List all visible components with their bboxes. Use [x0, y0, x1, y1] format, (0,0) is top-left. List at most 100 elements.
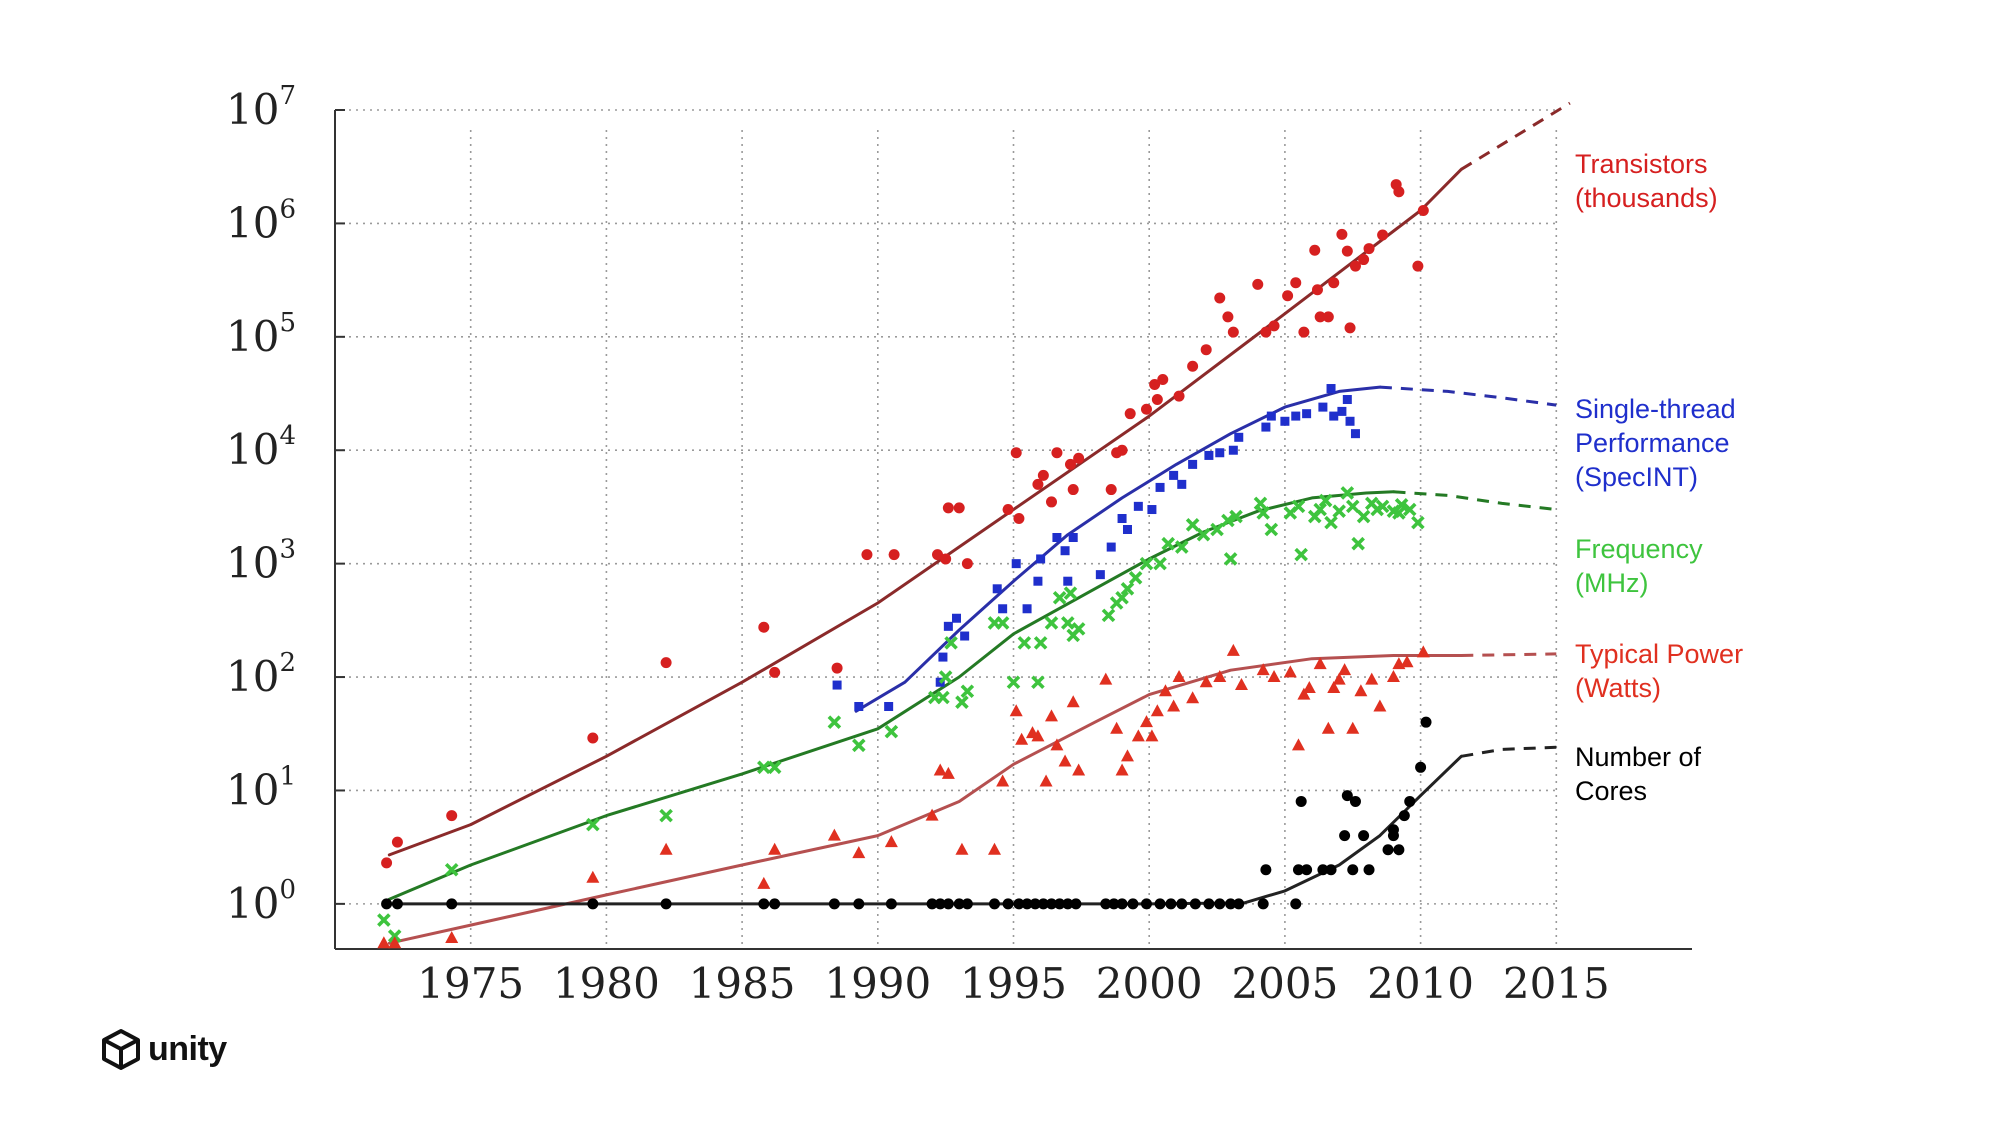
transistors-thousands-point — [758, 621, 770, 633]
number-of-cores-point — [1233, 898, 1245, 910]
transistors-thousands-point — [1187, 360, 1199, 372]
transistors-thousands-point — [1336, 228, 1348, 240]
frequency-mhz-point — [1031, 675, 1045, 690]
single-thread-performance-specint-point — [1106, 542, 1116, 552]
legend-label: (MHz) — [1575, 568, 1648, 598]
number-of-cores-point — [1062, 898, 1074, 910]
transistors-thousands-point — [961, 558, 973, 570]
number-of-cores-point — [828, 898, 840, 910]
number-of-cores-point — [758, 898, 770, 910]
frequency-mhz-point — [936, 690, 950, 705]
single-thread-performance-specint-projection-line — [1379, 385, 1557, 407]
number-of-cores-point — [1382, 844, 1394, 856]
number-of-cores-point — [1108, 898, 1120, 910]
number-of-cores-point — [1154, 898, 1166, 910]
typical-power-watts-point — [1226, 643, 1240, 656]
frequency-mhz-point — [1221, 513, 1235, 528]
single-thread-performance-specint-point — [1177, 479, 1187, 489]
number-of-cores-point — [934, 898, 946, 910]
frequency-mhz-point — [444, 862, 459, 877]
transistors-thousands-point — [1290, 277, 1302, 289]
typical-power-watts-trend-line — [387, 654, 1463, 945]
single-thread-performance-specint-point — [1011, 559, 1021, 569]
typical-power-watts-point — [1213, 670, 1227, 683]
axes — [334, 109, 1692, 950]
frequency-mhz-point — [1411, 515, 1425, 530]
typical-power-watts-point — [1099, 672, 1113, 685]
single-thread-performance-specint-point — [1036, 554, 1046, 564]
number-of-cores-point — [1116, 898, 1128, 910]
single-thread-performance-specint-point — [1117, 514, 1127, 524]
frequency-mhz-point — [995, 616, 1010, 630]
frequency-mhz-point — [1364, 496, 1379, 511]
single-thread-performance-specint-point — [992, 584, 1002, 594]
transistors-thousands-point — [942, 502, 954, 514]
number-of-cores-trend-line — [387, 754, 1463, 906]
frequency-mhz-point — [938, 670, 953, 684]
frequency-mhz-point — [1294, 547, 1308, 562]
transistors-thousands-point — [1377, 229, 1389, 241]
typical-power-watts-point — [1167, 699, 1181, 712]
single-thread-performance-specint-point — [1215, 448, 1225, 458]
single-thread-performance-specint-legend: Single-thread Performance (SpecINT) — [1575, 394, 1736, 492]
transistors-thousands-point — [1311, 284, 1323, 296]
transistors-thousands-point — [1298, 326, 1310, 338]
transistors-thousands-point — [1363, 243, 1375, 255]
typical-power-watts-point — [1050, 738, 1064, 751]
frequency-mhz-point — [1223, 552, 1238, 566]
transistors-thousands-point — [1268, 320, 1280, 332]
frequency-mhz-point — [1052, 591, 1067, 605]
transistors-thousands-point — [1227, 326, 1239, 338]
transistors-thousands-trend-line — [387, 167, 1463, 857]
frequency-mhz-point — [1185, 518, 1200, 532]
legend-label: Transistors — [1575, 149, 1708, 179]
single-thread-performance-specint-point — [1266, 411, 1276, 421]
transistors-thousands-point — [1064, 458, 1076, 470]
frequency-mhz-point — [1313, 502, 1327, 517]
x-tick-label: 1995 — [960, 959, 1067, 1008]
transistors-thousands-point — [1349, 260, 1361, 272]
single-thread-performance-specint-point — [1122, 525, 1132, 534]
typical-power-watts-point — [1386, 670, 1400, 683]
typical-power-watts-point — [1346, 721, 1360, 734]
x-tick-label: 1985 — [689, 959, 796, 1008]
typical-power-watts-point — [377, 936, 391, 949]
transistors-thousands-point — [1358, 254, 1370, 266]
typical-power-watts-point — [659, 842, 673, 855]
frequency-mhz-point — [1318, 493, 1333, 508]
frequency-mhz-point — [1115, 591, 1129, 605]
frequency-mhz-point — [944, 636, 958, 650]
typical-power-watts-point — [1110, 721, 1124, 734]
single-thread-performance-specint-point — [1188, 459, 1198, 469]
single-thread-performance-specint-point — [960, 631, 970, 641]
transistors-thousands-point — [1067, 484, 1079, 496]
transistors-thousands-point — [953, 502, 965, 514]
typical-power-watts-point — [1145, 729, 1159, 742]
typical-power-watts-point — [586, 870, 600, 883]
number-of-cores-point — [1341, 790, 1353, 802]
legend-label: Performance — [1575, 428, 1730, 458]
single-thread-performance-specint-point — [884, 701, 894, 711]
single-thread-performance-specint-point — [1022, 604, 1032, 614]
transistors-thousands-point — [381, 857, 393, 869]
single-thread-performance-specint-point — [1033, 576, 1043, 586]
single-thread-performance-specint-point — [1155, 482, 1165, 492]
frequency-mhz-point — [1324, 515, 1338, 530]
number-of-cores-point — [1393, 844, 1405, 856]
frequency-mhz-point — [1402, 502, 1417, 517]
transistors-thousands-point — [1157, 374, 1169, 386]
frequency-mhz-point — [377, 913, 391, 927]
frequency-mhz-point — [955, 695, 969, 709]
transistors-thousands-point — [932, 549, 944, 561]
number-of-cores-point — [989, 898, 1001, 910]
frequency-mhz-point — [1196, 527, 1211, 542]
typical-power-watts-point — [996, 774, 1010, 787]
number-of-cores-point — [1002, 898, 1014, 910]
number-of-cores-point — [1358, 830, 1370, 842]
frequency-mhz-point — [1253, 496, 1268, 511]
single-thread-performance-specint-point — [1228, 445, 1238, 455]
x-tick-label: 2010 — [1367, 959, 1474, 1008]
typical-power-watts-point — [1199, 675, 1213, 688]
y-tick-label: 101 — [226, 761, 296, 814]
number-of-cores-point — [1398, 810, 1410, 822]
